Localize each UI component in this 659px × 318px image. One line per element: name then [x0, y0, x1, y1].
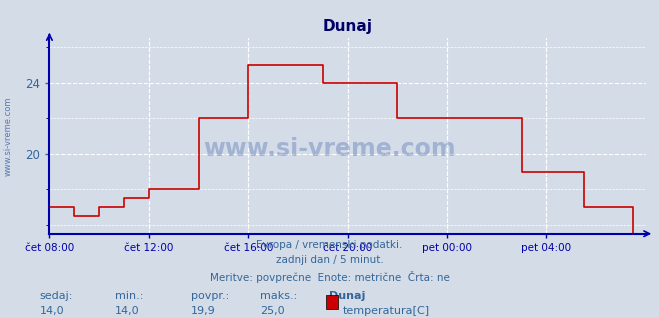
Text: sedaj:: sedaj: [40, 291, 73, 301]
Text: zadnji dan / 5 minut.: zadnji dan / 5 minut. [275, 255, 384, 265]
Text: Dunaj: Dunaj [330, 291, 366, 301]
Text: temperatura[C]: temperatura[C] [343, 306, 430, 316]
Title: Dunaj: Dunaj [323, 19, 372, 34]
Text: www.si-vreme.com: www.si-vreme.com [203, 137, 456, 162]
Text: www.si-vreme.com: www.si-vreme.com [3, 97, 13, 176]
Text: maks.:: maks.: [260, 291, 298, 301]
Text: 14,0: 14,0 [115, 306, 140, 316]
Text: Meritve: povprečne  Enote: metrične  Črta: ne: Meritve: povprečne Enote: metrične Črta:… [210, 271, 449, 283]
Text: Evropa / vremenski podatki.: Evropa / vremenski podatki. [256, 240, 403, 250]
Text: 19,9: 19,9 [191, 306, 216, 316]
Text: min.:: min.: [115, 291, 144, 301]
Text: 14,0: 14,0 [40, 306, 64, 316]
Text: povpr.:: povpr.: [191, 291, 229, 301]
Text: 25,0: 25,0 [260, 306, 285, 316]
